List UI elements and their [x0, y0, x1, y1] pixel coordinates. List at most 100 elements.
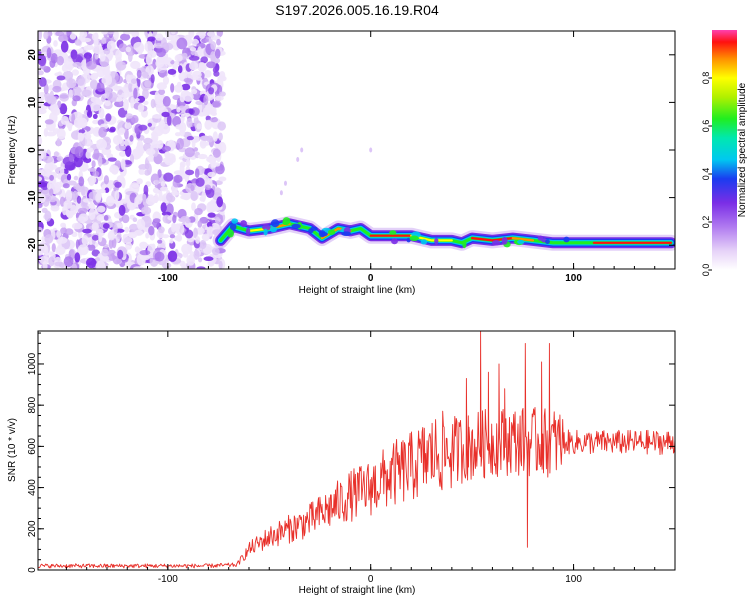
noise-speckle: [218, 260, 223, 269]
noise-speckle: [53, 40, 58, 47]
noise-speckle: [63, 256, 74, 267]
noise-speckle: [90, 74, 95, 80]
noise-speckle: [218, 71, 226, 80]
noise-speckle: [204, 70, 212, 78]
trace-blob: [492, 240, 501, 246]
noise-speckle: [125, 113, 133, 119]
noise-speckle: [103, 215, 109, 221]
noise-speckle: [143, 137, 153, 145]
noise-speckle: [71, 69, 79, 76]
noise-speckle: [63, 200, 73, 209]
noise-speckle: [174, 84, 183, 93]
noise-speckle: [191, 202, 196, 211]
noise-speckle: [38, 256, 50, 265]
noise-speckle: [56, 156, 64, 162]
noise-speckle: [125, 46, 132, 53]
noise-speckle: [102, 223, 110, 229]
noise-speckle: [55, 31, 64, 37]
noise-speckle: [96, 228, 104, 236]
noise-speckle: [78, 48, 84, 54]
noise-speckle: [182, 91, 194, 102]
colorbar-tick-label: 0.2: [701, 216, 711, 229]
noise-speckle: [137, 145, 144, 157]
noise-speckle: [43, 83, 49, 95]
noise-speckle: [170, 31, 176, 35]
noise-speckle: [188, 55, 200, 61]
noise-speckle: [148, 225, 155, 236]
noise-speckle: [139, 254, 151, 261]
faint-speckle: [284, 180, 287, 186]
noise-speckle: [74, 39, 82, 46]
noise-speckle: [46, 47, 52, 59]
noise-speckle: [48, 256, 55, 267]
spectrogram-xlabel: Height of straight line (km): [299, 285, 416, 296]
y-tick-label: 10: [27, 96, 38, 108]
trace-blob: [537, 235, 544, 241]
noise-speckle: [42, 155, 54, 164]
y-tick-label: 800: [27, 396, 38, 413]
noise-speckle: [78, 176, 85, 187]
noise-speckle: [131, 183, 140, 188]
noise-speckle: [136, 69, 142, 79]
noise-speckle: [206, 221, 213, 228]
noise-speckle: [145, 232, 150, 239]
noise-speckle: [135, 127, 140, 135]
noise-speckle: [114, 75, 124, 84]
noise-speckle: [113, 31, 119, 41]
noise-speckle: [207, 171, 216, 178]
noise-speckle: [162, 76, 170, 85]
noise-speckle: [185, 158, 191, 167]
noise-speckle: [78, 207, 88, 214]
noise-speckle: [213, 70, 220, 77]
noise-speckle: [50, 102, 59, 114]
noise-speckle: [190, 190, 198, 202]
noise-speckle: [104, 187, 110, 193]
noise-speckle: [146, 163, 152, 175]
noise-speckle: [91, 160, 96, 168]
snr-series-line: [38, 331, 675, 569]
noise-speckle: [81, 235, 89, 246]
noise-speckle: [188, 108, 194, 115]
noise-speckle: [81, 89, 92, 97]
noise-speckle: [38, 54, 47, 67]
noise-speckle: [152, 114, 163, 119]
noise-speckle: [80, 37, 92, 43]
noise-speckle: [214, 217, 221, 224]
noise-speckle: [200, 56, 208, 64]
noise-speckle: [38, 226, 43, 233]
noise-speckle: [59, 166, 65, 177]
noise-speckle: [56, 128, 66, 140]
noise-speckle: [38, 108, 47, 115]
colorbar-gradient: [712, 30, 737, 270]
signal-hot-segment: [511, 237, 535, 242]
noise-speckle: [59, 92, 70, 102]
noise-speckle: [130, 60, 141, 70]
noise-speckle: [194, 208, 203, 216]
noise-speckle: [144, 79, 152, 88]
noise-speckle: [77, 216, 87, 223]
noise-speckle: [65, 189, 73, 202]
noise-speckle: [50, 205, 60, 212]
noise-speckle: [85, 150, 92, 159]
noise-speckle: [150, 98, 156, 109]
noise-speckle: [72, 190, 79, 203]
noise-speckle: [193, 249, 200, 260]
noise-speckle: [132, 217, 138, 222]
faint-speckle: [279, 190, 283, 196]
noise-speckle: [95, 192, 102, 203]
noise-speckle: [87, 167, 97, 172]
noise-speckle: [49, 174, 54, 181]
noise-speckle: [109, 165, 120, 174]
y-tick-label: -20: [27, 238, 38, 253]
x-tick-label: 0: [368, 574, 374, 585]
noise-speckle: [124, 137, 131, 148]
noise-speckle: [182, 112, 191, 117]
noise-speckle: [93, 148, 100, 160]
noise-speckle: [153, 43, 164, 49]
noise-speckle: [156, 140, 164, 149]
noise-speckle: [128, 82, 134, 93]
noise-speckle: [206, 201, 216, 214]
noise-speckle: [60, 40, 69, 53]
trace-blob: [263, 228, 268, 236]
